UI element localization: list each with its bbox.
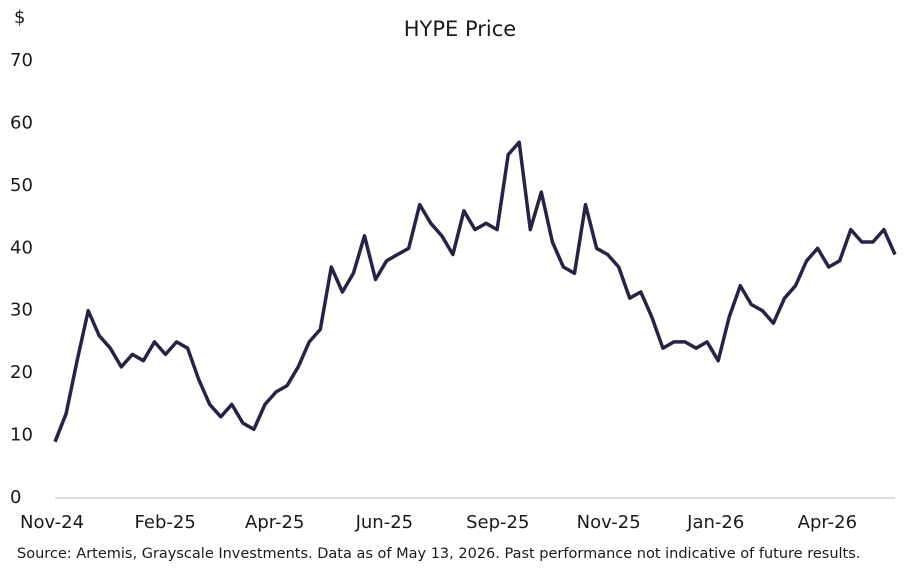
y-tick-label: 10 xyxy=(10,425,33,446)
chart-title: HYPE Price xyxy=(404,17,516,41)
y-tick-label: 30 xyxy=(10,300,33,321)
y-tick-label: 50 xyxy=(10,175,33,196)
y-tick-label: 60 xyxy=(10,112,33,133)
x-tick-label: Feb-25 xyxy=(135,512,196,533)
price-line xyxy=(53,140,897,443)
y-axis-label: $ xyxy=(14,7,25,28)
x-tick-label: Sep-25 xyxy=(466,512,529,533)
x-tick-label: Jun-25 xyxy=(355,512,414,533)
x-tick-label: Jan-26 xyxy=(686,512,744,533)
y-tick-label: 40 xyxy=(10,237,33,258)
y-tick-label: 0 xyxy=(10,487,21,508)
y-tick-label: 20 xyxy=(10,362,33,383)
x-tick-label: Nov-24 xyxy=(20,512,84,533)
x-tick-label: Nov-25 xyxy=(577,512,641,533)
x-tick-label: Apr-26 xyxy=(798,512,857,533)
x-tick-label: Apr-25 xyxy=(245,512,304,533)
y-tick-label: 70 xyxy=(10,50,33,71)
source-note: Source: Artemis, Grayscale Investments. … xyxy=(17,546,860,562)
